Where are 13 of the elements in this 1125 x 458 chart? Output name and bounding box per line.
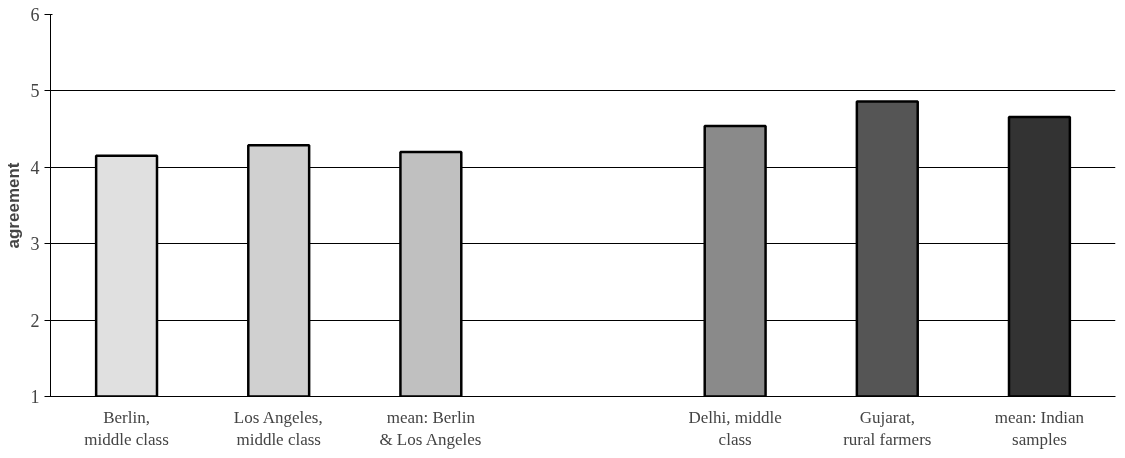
x-tick-label: mean: Berlin & Los Angeles xyxy=(379,407,482,450)
y-tick-label: 6 xyxy=(30,5,40,25)
y-tick-label: 4 xyxy=(30,157,40,178)
x-tick-label: mean: Indian samples xyxy=(994,407,1085,450)
y-tick-label: 1 xyxy=(30,387,40,407)
x-tick-label: Los Angeles, middle class xyxy=(233,407,323,450)
y-axis-title: agreement xyxy=(3,162,23,249)
y-tick-label: 2 xyxy=(30,310,40,331)
y-tick-label: 3 xyxy=(30,234,40,255)
x-tick-label: Berlin, middle class xyxy=(84,407,169,450)
x-tick-label: Delhi, middle class xyxy=(688,407,782,450)
x-tick-label: Gujarat, rural farmers xyxy=(843,407,932,450)
y-tick-label: 5 xyxy=(30,81,40,102)
